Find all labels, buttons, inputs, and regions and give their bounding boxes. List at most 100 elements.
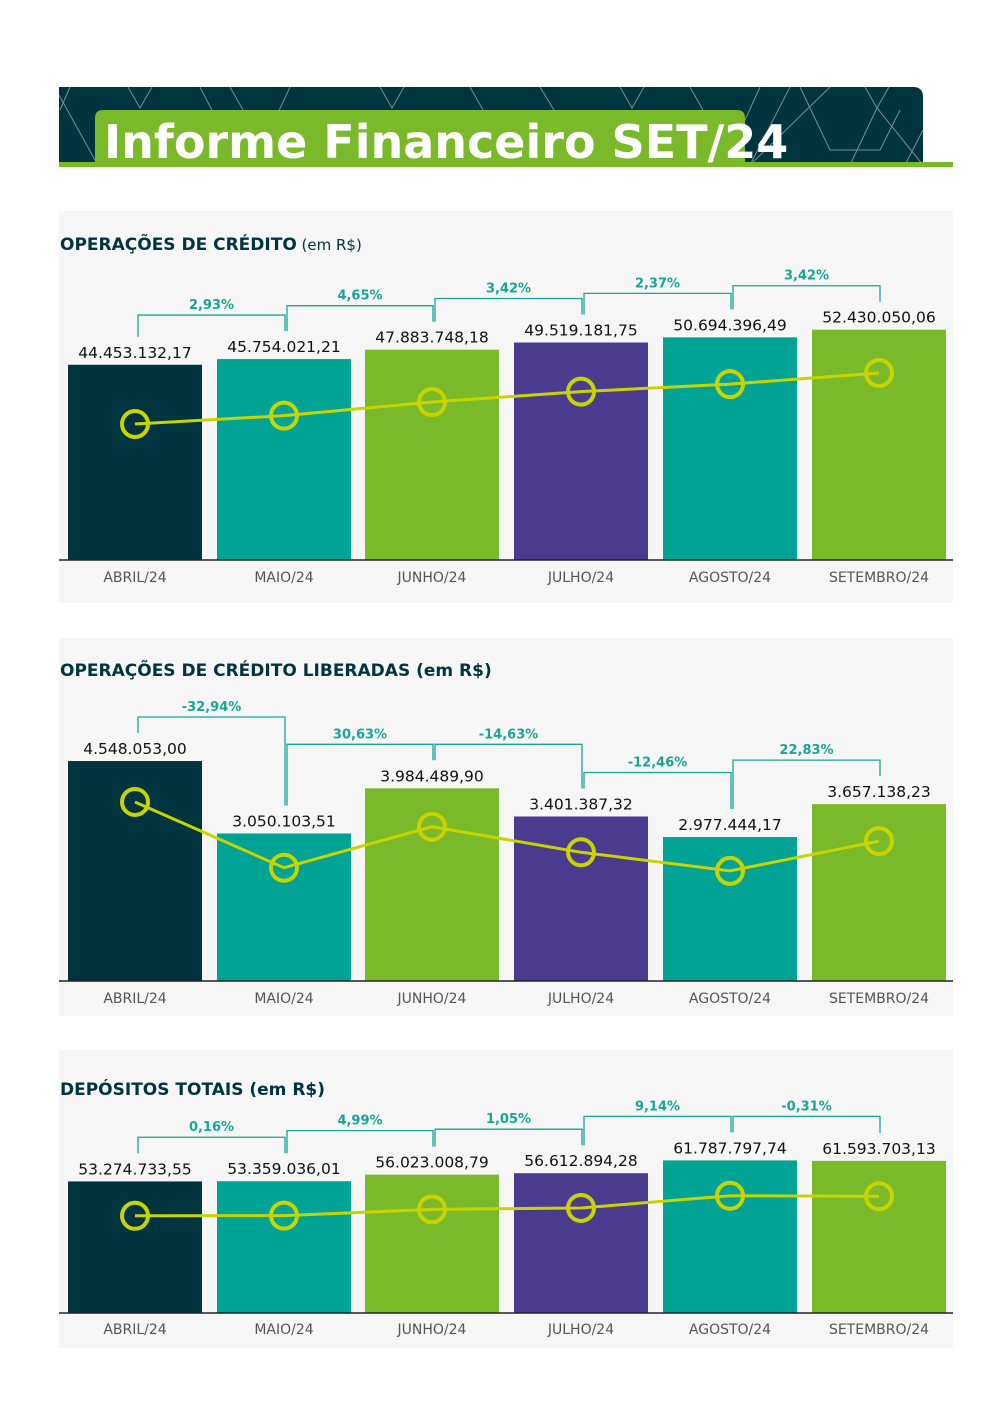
change-percent-label: -0,31%	[781, 1099, 832, 1114]
trend-point	[566, 837, 596, 868]
header-banner: Informe Financeiro SET/24	[58, 86, 953, 169]
change-percent-label: 4,99%	[337, 1114, 382, 1129]
trend-point	[417, 811, 447, 842]
trend-point	[715, 1180, 745, 1211]
change-bracket	[286, 743, 434, 806]
x-tick-label: SETEMBRO/24	[829, 991, 929, 1007]
change-percent-label: 3,42%	[486, 282, 531, 297]
change-bracket	[583, 292, 732, 315]
bar-setembro-24	[812, 1160, 946, 1313]
change-percent-label: 30,63%	[333, 727, 387, 742]
bar-abril-24	[68, 364, 202, 560]
trend-point	[417, 1194, 447, 1225]
chart-title-main: OPERAÇÕES DE CRÉDITO LIBERADAS (em R$)	[60, 658, 492, 681]
value-label: 53.274.733,55	[78, 1160, 191, 1178]
x-tick-label: MAIO/24	[254, 1322, 313, 1338]
bar-maio-24	[217, 833, 351, 981]
bar-agosto-24	[663, 1160, 797, 1313]
bar-agosto-24	[663, 337, 797, 560]
x-tick-label: JUNHO/24	[397, 570, 467, 586]
x-tick-label: ABRIL/24	[103, 570, 166, 586]
change-bracket	[137, 1136, 286, 1154]
value-label: 3.401.387,32	[529, 795, 633, 813]
value-label: 44.453.132,17	[78, 344, 191, 362]
header-title-background	[95, 110, 745, 165]
chart-title: OPERAÇÕES DE CRÉDITO LIBERADAS (em R$)	[60, 658, 492, 681]
value-label: 3.657.138,23	[827, 783, 931, 801]
bar-junho-24	[365, 349, 499, 560]
change-percent-label: -32,94%	[182, 700, 242, 715]
value-label: 50.694.396,49	[673, 316, 786, 334]
x-tick-label: SETEMBRO/24	[829, 1322, 929, 1338]
trend-point	[864, 1181, 894, 1212]
value-label: 47.883.748,18	[375, 329, 488, 347]
x-tick-label: AGOSTO/24	[689, 1322, 771, 1338]
change-bracket	[434, 743, 583, 789]
x-tick-label: SETEMBRO/24	[829, 570, 929, 586]
chart-panel	[59, 1050, 953, 1348]
value-label: 49.519.181,75	[524, 322, 637, 340]
value-label: 4.548.053,00	[83, 740, 187, 758]
x-tick-label: JUNHO/24	[397, 1322, 467, 1338]
chart-1: OPERAÇÕES DE CRÉDITO (em R$) 44.453.132,1…	[59, 211, 953, 603]
bar-maio-24	[217, 359, 351, 560]
change-bracket	[732, 285, 881, 310]
trend-line	[134, 371, 880, 426]
x-tick-label: MAIO/24	[254, 991, 313, 1007]
value-label: 56.023.008,79	[375, 1154, 488, 1172]
trend-line	[134, 1194, 880, 1218]
change-percent-label: 1,05%	[486, 1112, 531, 1127]
trend-point	[715, 855, 745, 886]
change-bracket	[732, 759, 881, 809]
change-bracket	[434, 1128, 583, 1147]
bar-setembro-24	[812, 804, 946, 981]
change-percent-label: 3,42%	[784, 269, 829, 284]
change-percent-label: 0,16%	[189, 1120, 234, 1135]
value-label: 2.977.444,17	[678, 816, 782, 834]
value-label: 61.593.703,13	[822, 1140, 935, 1158]
trend-point	[120, 786, 150, 817]
trend-point	[715, 369, 745, 400]
bar-abril-24	[68, 761, 202, 981]
x-tick-label: AGOSTO/24	[689, 991, 771, 1007]
trend-point	[566, 376, 596, 407]
x-tick-label: ABRIL/24	[103, 1322, 166, 1338]
change-percent-label: -14,63%	[479, 727, 539, 742]
chart-2: OPERAÇÕES DE CRÉDITO LIBERADAS (em R$) 4.…	[59, 638, 953, 1016]
value-label: 56.612.894,28	[524, 1152, 637, 1170]
change-bracket	[286, 305, 434, 332]
x-tick-label: MAIO/24	[254, 570, 313, 586]
change-bracket	[434, 297, 583, 322]
change-bracket	[732, 1115, 881, 1133]
x-tick-label: AGOSTO/24	[689, 570, 771, 586]
change-bracket	[137, 716, 286, 806]
change-percent-label: 22,83%	[779, 743, 833, 758]
trend-point	[566, 1192, 596, 1223]
trend-point	[269, 1200, 299, 1231]
x-tick-label: JULHO/24	[547, 570, 614, 586]
chart-title-main: DEPÓSITOS TOTAIS (em R$)	[60, 1078, 325, 1100]
header-underline	[59, 162, 953, 167]
x-tick-label: ABRIL/24	[103, 991, 166, 1007]
trend-point	[417, 387, 447, 418]
change-bracket	[583, 1115, 732, 1146]
x-tick-label: JUNHO/24	[397, 991, 467, 1007]
chart-3: DEPÓSITOS TOTAIS (em R$) 53.274.733,55 ABR…	[59, 1050, 953, 1348]
value-label: 45.754.021,21	[227, 338, 340, 356]
change-percent-label: 4,65%	[337, 289, 382, 304]
change-percent-label: 2,37%	[635, 276, 680, 291]
value-label: 3.984.489,90	[380, 767, 484, 785]
trend-line	[134, 800, 880, 873]
chart-panel	[59, 211, 953, 603]
value-label: 53.359.036,01	[227, 1160, 340, 1178]
trend-point	[864, 826, 894, 857]
bar-julho-24	[514, 342, 648, 560]
trend-point	[269, 400, 299, 431]
report-title: Informe Financeiro SET/24	[104, 115, 788, 169]
change-percent-label: 9,14%	[635, 1099, 680, 1114]
trend-point	[120, 408, 150, 439]
chart-title-suffix: (em R$)	[297, 236, 362, 254]
change-bracket	[583, 771, 732, 809]
bar-junho-24	[365, 788, 499, 981]
